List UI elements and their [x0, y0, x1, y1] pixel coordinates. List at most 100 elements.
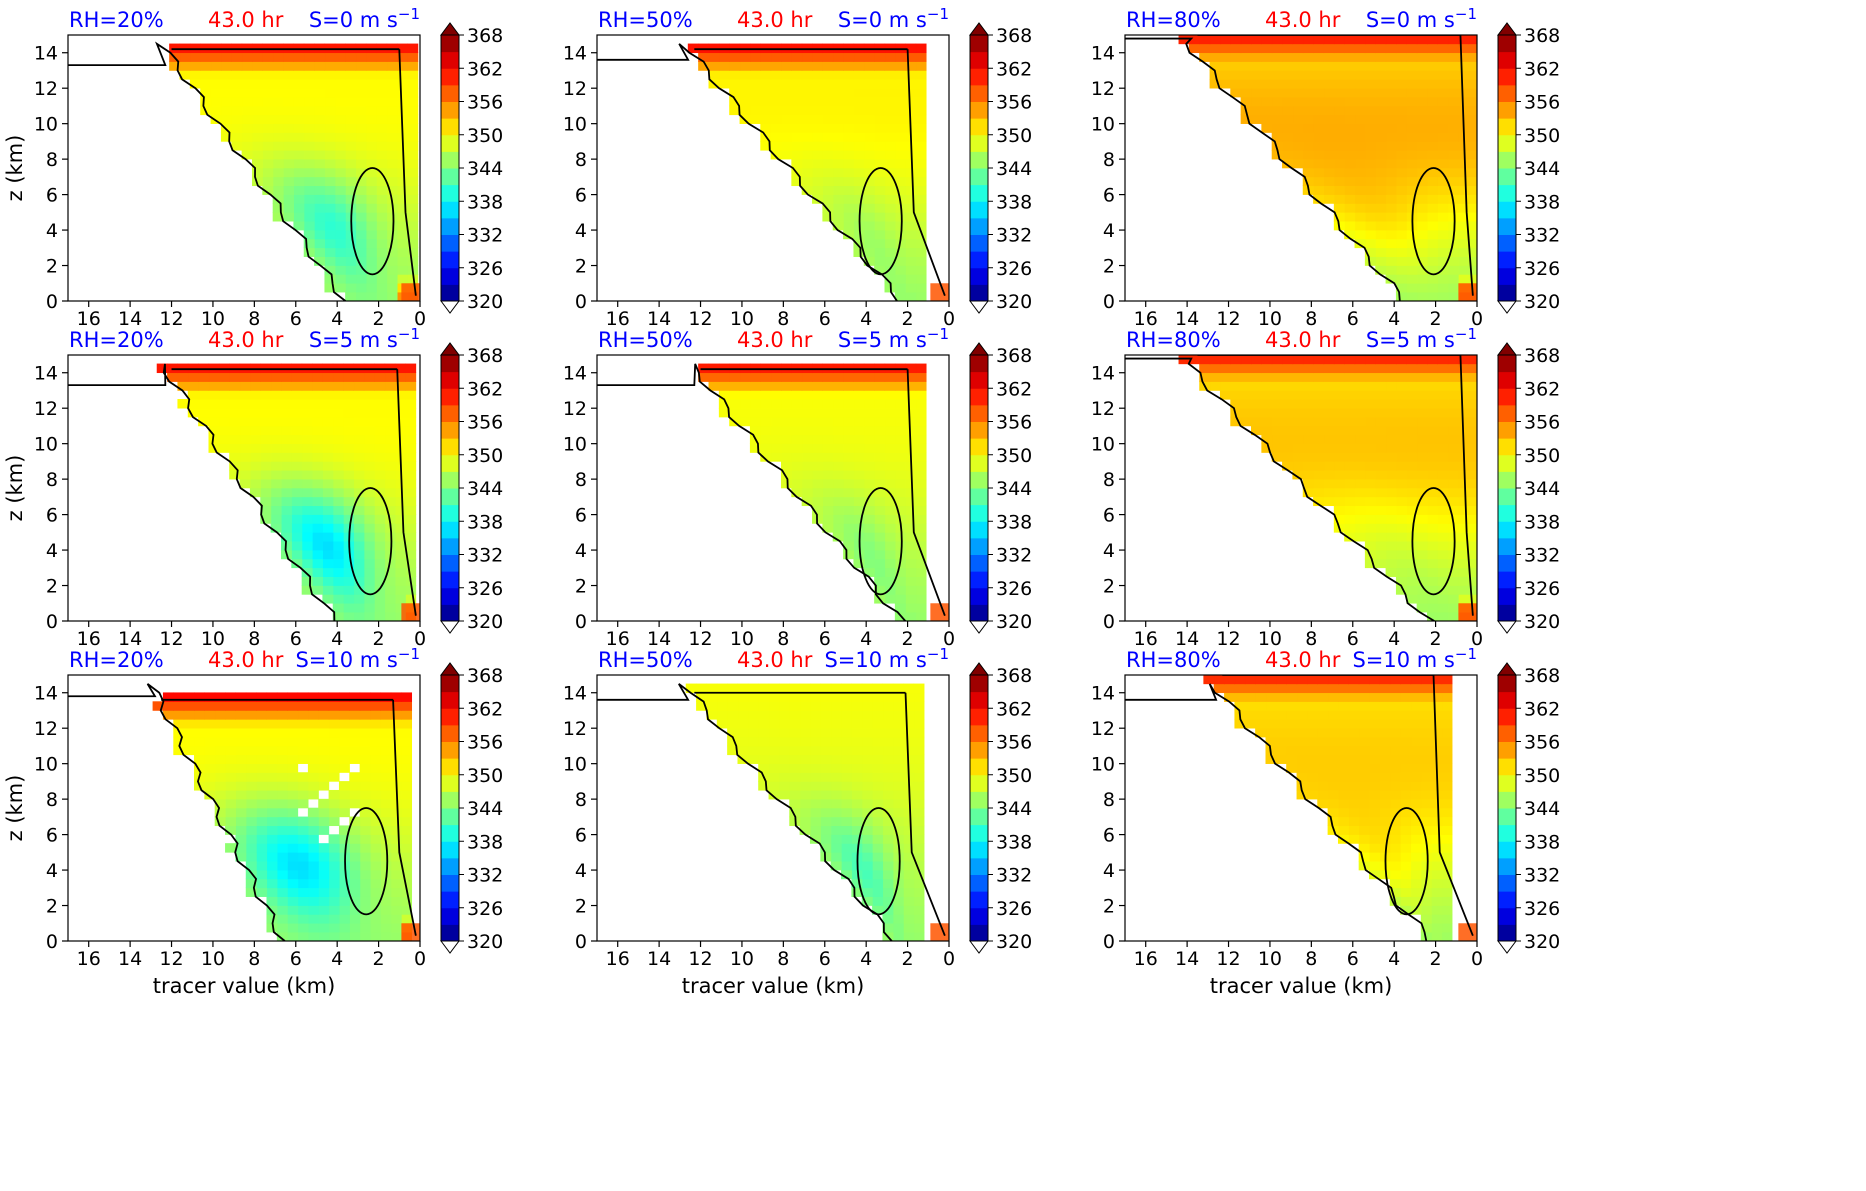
- colorbar-tick-label: 326: [1524, 898, 1560, 920]
- y-tick-label: 12: [563, 78, 587, 100]
- colorbar-tick-label: 332: [1524, 225, 1560, 247]
- x-tick-label: 16: [1134, 308, 1158, 330]
- colorbar-extend-min: [440, 940, 460, 954]
- colorbar-level: [970, 68, 988, 86]
- filled-contour: [687, 43, 949, 301]
- colorbar-level: [441, 234, 459, 252]
- x-tick-label: 10: [730, 948, 754, 970]
- y-tick-label: 14: [1091, 43, 1115, 65]
- x-tick-label: 14: [118, 308, 142, 330]
- colorbar-level: [970, 284, 988, 302]
- shear-label: S=0 m s−1: [1366, 5, 1477, 32]
- colorbar-level: [1498, 571, 1516, 589]
- colorbar-level: [970, 824, 988, 842]
- x-tick-label: 8: [777, 628, 789, 650]
- colorbar-tick-label: 350: [996, 765, 1032, 787]
- x-tick-label: 2: [902, 628, 914, 650]
- colorbar-level: [970, 504, 988, 522]
- y-tick-label: 6: [575, 825, 587, 847]
- x-tick-label: 10: [1258, 948, 1282, 970]
- x-tick-label: 10: [1258, 628, 1282, 650]
- y-tick-label: 14: [1091, 363, 1115, 385]
- y-tick-label: 2: [46, 256, 58, 278]
- colorbar-level: [441, 504, 459, 522]
- filled-contour: [152, 692, 420, 941]
- colorbar-level: [970, 675, 988, 693]
- colorbar-level: [1498, 891, 1516, 909]
- colorbar-level: [441, 824, 459, 842]
- colorbar-level: [1498, 251, 1516, 269]
- colorbar-tick-label: 326: [467, 258, 503, 280]
- y-tick-label: 4: [46, 860, 58, 882]
- time-label: 43.0 hr: [208, 648, 284, 672]
- x-tick-label: 12: [688, 628, 712, 650]
- colorbar-level: [970, 151, 988, 169]
- colorbar-tick-label: 320: [1524, 931, 1560, 953]
- x-tick-label: 6: [1347, 628, 1359, 650]
- colorbar-tick-label: 344: [996, 798, 1032, 820]
- colorbar-level: [1498, 675, 1516, 693]
- colorbar-level: [1498, 504, 1516, 522]
- x-tick-label: 0: [943, 628, 955, 650]
- colorbar-tick-label: 356: [996, 732, 1032, 754]
- y-tick-label: 12: [34, 718, 58, 740]
- colorbar-level: [1498, 168, 1516, 186]
- colorbar-level: [970, 201, 988, 219]
- colorbar-level: [441, 488, 459, 506]
- colorbar-level: [1498, 118, 1516, 136]
- colorbar-level: [1498, 201, 1516, 219]
- colorbar-tick-label: 362: [996, 698, 1032, 720]
- y-tick-label: 2: [575, 896, 587, 918]
- x-tick-label: 10: [201, 948, 225, 970]
- x-tick-label: 10: [730, 308, 754, 330]
- y-tick-label: 6: [1103, 825, 1115, 847]
- y-tick-label: 0: [46, 931, 58, 953]
- x-tick-label: 4: [1388, 628, 1400, 650]
- colorbar-tick-label: 320: [996, 291, 1032, 313]
- colorbar-level: [441, 604, 459, 622]
- y-tick-label: 12: [563, 398, 587, 420]
- x-tick-label: 8: [1305, 948, 1317, 970]
- colorbar-tick-label: 320: [467, 931, 503, 953]
- x-tick-label: 4: [331, 308, 343, 330]
- colorbar-level: [970, 234, 988, 252]
- colorbar-level: [970, 874, 988, 892]
- x-tick-label: 6: [1347, 308, 1359, 330]
- y-tick-label: 10: [563, 754, 587, 776]
- x-tick-label: 0: [1471, 308, 1483, 330]
- colorbar-level: [441, 267, 459, 285]
- shear-label: S=5 m s−1: [309, 325, 420, 352]
- colorbar-level: [970, 251, 988, 269]
- colorbar-tick-label: 326: [996, 258, 1032, 280]
- y-tick-label: 6: [46, 825, 58, 847]
- x-tick-label: 2: [1430, 628, 1442, 650]
- colorbar-tick-label: 320: [996, 611, 1032, 633]
- shear-label: S=10 m s−1: [295, 645, 420, 672]
- x-tick-label: 0: [943, 308, 955, 330]
- colorbar-tick-label: 344: [467, 478, 503, 500]
- colorbar-tick-label: 362: [1524, 378, 1560, 400]
- colorbar-level: [970, 35, 988, 53]
- colorbar-level: [1498, 68, 1516, 86]
- colorbar-extend-min: [1497, 300, 1517, 314]
- colorbar-tick-label: 368: [996, 25, 1032, 47]
- axes-frame: [67, 354, 421, 622]
- colorbar: 368 362 356 350 344 338 332 326 320: [969, 662, 1032, 954]
- colorbar-level: [1498, 521, 1516, 539]
- panel-4: 16 14 12 10 8 6 4 2 0 0 2 4 6 8 10 12 14 RH=20% 43.0 hr S=5…: [3, 325, 503, 650]
- y-tick-label: 4: [1103, 540, 1115, 562]
- colorbar-tick-label: 362: [467, 698, 503, 720]
- colorbar-level: [441, 521, 459, 539]
- y-tick-label: 14: [34, 683, 58, 705]
- colorbar-level: [441, 891, 459, 909]
- colorbar-level: [441, 554, 459, 572]
- y-tick-label: 2: [575, 576, 587, 598]
- colorbar-level: [441, 134, 459, 152]
- colorbar-level: [970, 691, 988, 709]
- y-tick-label: 0: [46, 291, 58, 313]
- y-tick-label: 6: [575, 185, 587, 207]
- x-tick-label: 14: [1175, 628, 1199, 650]
- x-axis-label: tracer value (km): [1210, 974, 1393, 998]
- x-tick-label: 12: [1216, 948, 1240, 970]
- colorbar-tick-label: 332: [996, 225, 1032, 247]
